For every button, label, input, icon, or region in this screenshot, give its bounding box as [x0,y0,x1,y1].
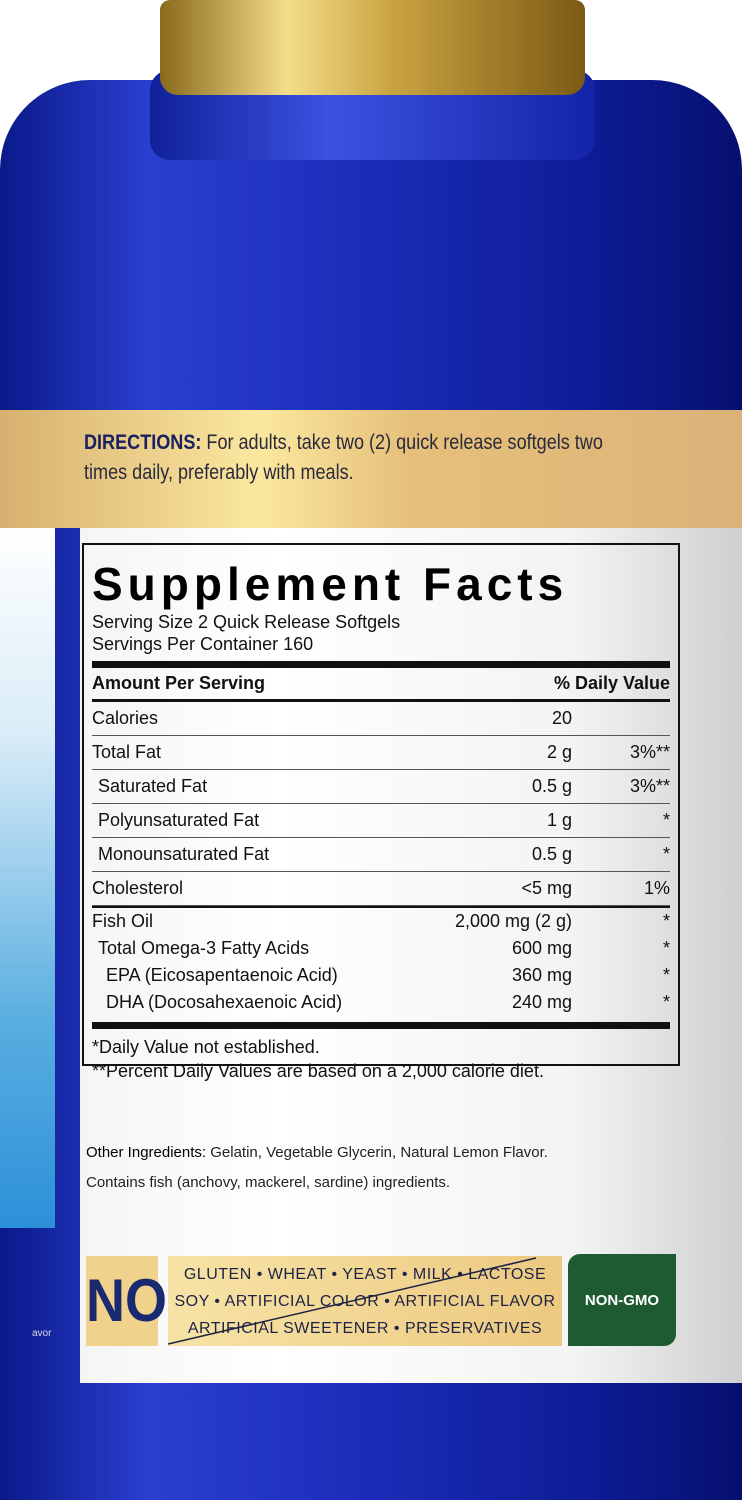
daily-value: 3%** [629,776,670,796]
side-image [0,528,55,1228]
nutrient-amount: 240 mg [511,992,572,1012]
allergen-statement: Contains fish (anchovy, mackerel, sardin… [86,1174,451,1191]
nutrient-name: Total Omega-3 Fatty Acids [98,938,310,958]
nutrient-amount: 360 mg [511,965,572,985]
supplement-facts: Supplement Facts Serving Size 2 Quick Re… [82,543,680,1081]
ingredients: Other Ingredients: Gelatin, Vegetable Gl… [86,1138,548,1198]
facts-row: Saturated Fat 0.5 g 3%** [92,770,670,804]
divider [92,661,670,668]
divider [92,1022,670,1029]
nutrient-name: Cholesterol [92,878,184,898]
nutrient-amount: 2,000 mg (2 g) [454,911,572,931]
daily-value: * [662,965,670,985]
gold-cap [160,0,585,95]
directions-band [0,410,742,528]
nutrient-name: Polyunsaturated Fat [98,810,260,830]
daily-value: * [662,911,670,931]
facts-header: Amount Per Serving% Daily Value [92,668,670,702]
footnote: *Daily Value not established. [92,1037,320,1057]
label [80,528,742,1383]
nutrient-amount: <5 mg [521,878,572,898]
facts-row: EPA (Eicosapentaenoic Acid) 360 mg * [92,962,670,989]
footnote: **Percent Daily Values are based on a 2,… [92,1061,544,1081]
non-gmo-badge: NON-GMO [568,1254,676,1346]
facts-row: Total Fat 2 g 3%** [92,736,670,770]
daily-value: * [662,992,670,1012]
facts-row: Polyunsaturated Fat 1 g * [92,804,670,838]
facts-row: Total Omega-3 Fatty Acids 600 mg * [92,935,670,962]
nutrient-amount: 20 [551,708,572,728]
nutrient-name: DHA (Docosahexaenoic Acid) [106,992,343,1012]
daily-value: * [662,938,670,958]
nutrient-amount: 0.5 g [531,776,572,796]
nutrient-name: EPA (Eicosapentaenoic Acid) [106,965,338,985]
nutrient-name: Calories [92,708,159,728]
directions: DIRECTIONS: For adults, take two (2) qui… [84,431,603,484]
daily-value: 3%** [629,742,670,762]
daily-value: * [662,844,670,864]
side-text: avor [32,1328,52,1339]
servings-per-container: Servings Per Container 160 [92,634,314,654]
nutrient-name: Fish Oil [92,911,154,931]
nutrient-amount: 2 g [546,742,572,762]
nutrient-amount: 1 g [546,810,572,830]
facts-row: Monounsaturated Fat 0.5 g * [92,838,670,872]
daily-value: * [662,810,670,830]
facts-row: Cholesterol <5 mg 1% [92,872,670,906]
facts-row: DHA (Docosahexaenoic Acid) 240 mg * [92,989,670,1016]
nutrient-name: Total Fat [92,742,162,762]
facts-row: Fish Oil 2,000 mg (2 g) * [92,908,670,935]
strike-line [168,1257,537,1345]
nutrient-name: Monounsaturated Fat [98,844,270,864]
nutrient-amount: 600 mg [511,938,572,958]
nutrient-name: Saturated Fat [98,776,208,796]
daily-value: 1% [643,878,670,898]
nutrient-amount: 0.5 g [531,844,572,864]
no-label: NO [86,1256,167,1346]
serving-size: Serving Size 2 Quick Release Softgels [92,612,401,632]
free-from-list: GLUTEN • WHEAT • YEAST • MILK • LACTOSE … [168,1256,562,1346]
facts-row: Calories 20 [92,702,670,736]
facts-title: Supplement Facts [92,558,569,610]
